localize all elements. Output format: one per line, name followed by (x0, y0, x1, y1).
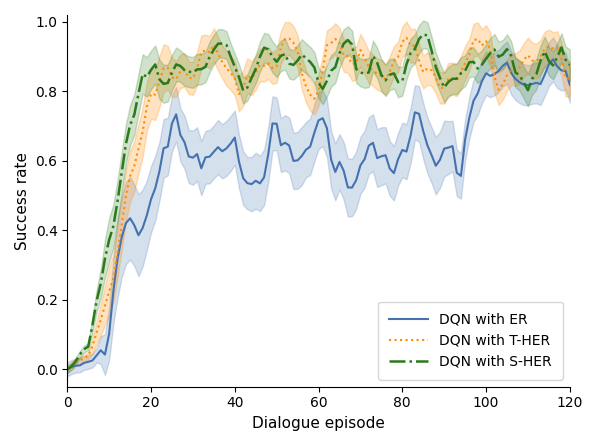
DQN with T-HER (537, 54, 544, 60)
DQN with T-HER (378, 73, 385, 78)
Legend: DQN with ER, DQN with T-HER, DQN with S-HER: DQN with ER, DQN with T-HER, DQN with S-… (378, 301, 563, 380)
Y-axis label: Success rate: Success rate (15, 152, 30, 250)
DQN with ER (64, 367, 71, 372)
Line: DQN with S-HER: DQN with S-HER (68, 34, 570, 369)
DQN with ER (533, 80, 540, 86)
DQN with S-HER (403, 62, 410, 67)
DQN with ER (550, 57, 557, 62)
DQN with S-HER (420, 32, 427, 37)
Line: DQN with ER: DQN with ER (68, 59, 570, 369)
DQN with T-HER (566, 76, 573, 81)
DQN with S-HER (181, 67, 188, 73)
DQN with T-HER (407, 43, 414, 49)
DQN with T-HER (114, 250, 121, 256)
Line: DQN with T-HER: DQN with T-HER (68, 37, 570, 369)
DQN with S-HER (537, 58, 544, 63)
DQN with S-HER (114, 198, 121, 204)
DQN with ER (403, 149, 410, 154)
DQN with T-HER (181, 67, 188, 73)
DQN with ER (114, 256, 121, 261)
DQN with S-HER (277, 53, 285, 58)
DQN with ER (181, 140, 188, 145)
DQN with ER (566, 82, 573, 87)
DQN with S-HER (64, 367, 71, 372)
DQN with ER (378, 153, 385, 159)
DQN with S-HER (566, 62, 573, 68)
DQN with S-HER (378, 72, 385, 78)
DQN with T-HER (64, 367, 71, 372)
DQN with ER (277, 143, 285, 148)
DQN with T-HER (403, 35, 410, 40)
X-axis label: Dialogue episode: Dialogue episode (252, 416, 385, 431)
DQN with T-HER (277, 45, 285, 50)
